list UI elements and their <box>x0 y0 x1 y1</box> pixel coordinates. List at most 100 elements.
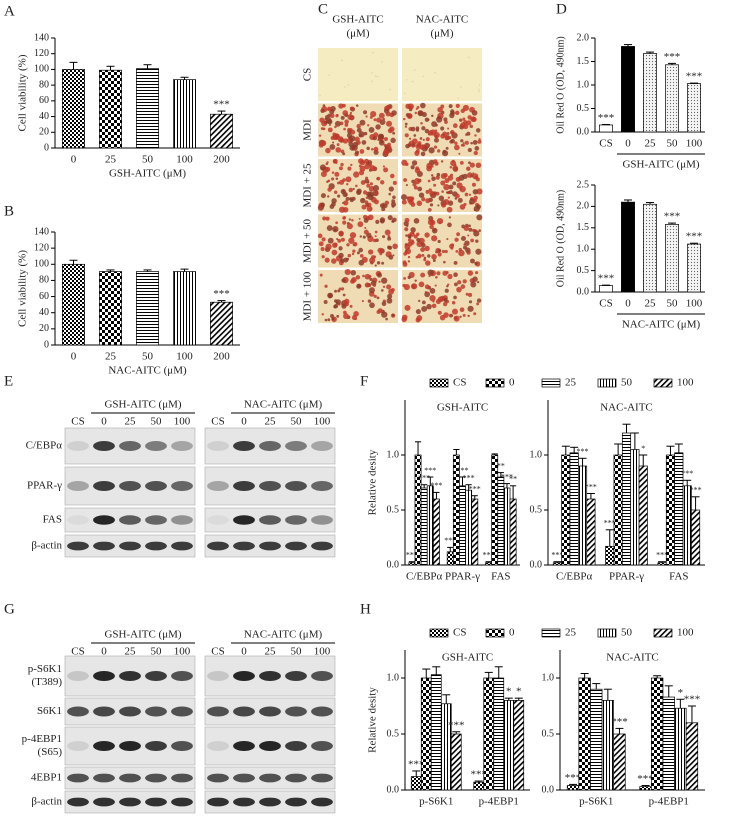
legend-swatch <box>653 378 673 388</box>
lipid-droplet <box>403 276 407 280</box>
blot-band <box>119 481 141 491</box>
lipid-droplet <box>382 235 386 239</box>
y-tick-label: 0.5 <box>577 103 590 114</box>
lipid-droplet <box>433 145 438 149</box>
lipid-droplet <box>338 252 344 259</box>
lipid-droplet <box>474 271 479 275</box>
lipid-droplet <box>363 110 368 115</box>
lipid-droplet <box>361 140 367 145</box>
lipid-droplet <box>444 120 448 124</box>
bar <box>665 454 675 566</box>
lipid-droplet <box>389 88 391 91</box>
x-tick-label: 25 <box>645 298 657 310</box>
blot-band <box>259 541 281 551</box>
significance: *** <box>684 694 701 706</box>
y-tick-label: 2.5 <box>577 179 590 190</box>
lipid-droplet <box>413 185 418 190</box>
lipid-droplet <box>440 126 445 131</box>
lipid-droplet <box>373 294 377 298</box>
lane-label: 25 <box>265 416 277 428</box>
lipid-droplet <box>404 227 409 232</box>
lipid-droplet <box>410 165 415 170</box>
row-label: PPAR-γ <box>27 480 62 492</box>
significance: *** <box>664 51 681 63</box>
y-tick-label: 1.5 <box>577 56 590 67</box>
lipid-droplet <box>342 220 347 225</box>
blot-band <box>285 481 307 491</box>
lipid-droplet <box>333 242 338 247</box>
lipid-droplet <box>382 285 386 288</box>
blot-band <box>207 741 229 751</box>
y-tick-label: 0 <box>44 339 49 350</box>
lipid-droplet <box>437 149 441 153</box>
y-tick-label: 0.5 <box>387 504 400 515</box>
lipid-droplet <box>420 272 426 278</box>
lipid-droplet <box>365 115 368 118</box>
significance: *** <box>681 469 693 478</box>
lipid-droplet <box>437 204 440 207</box>
legend-swatch <box>485 628 505 638</box>
blot-band <box>67 441 89 451</box>
lipid-droplet <box>410 227 416 233</box>
lipid-droplet <box>359 165 366 172</box>
y-tick-label: 0.5 <box>542 728 555 739</box>
x-tick-label: 100 <box>176 351 193 363</box>
lipid-droplet <box>368 249 374 255</box>
lipid-droplet <box>386 144 392 151</box>
lipid-droplet <box>456 286 462 293</box>
lipid-droplet <box>327 195 330 198</box>
significance: *** <box>463 474 475 483</box>
lipid-droplet <box>411 179 415 184</box>
lipid-droplet <box>437 239 441 244</box>
x-tick-label: 25 <box>105 351 117 363</box>
lipid-droplet <box>340 287 345 291</box>
lipid-droplet <box>361 204 367 210</box>
lipid-droplet <box>436 217 444 225</box>
lipid-droplet <box>320 202 325 208</box>
lipid-droplet <box>414 178 421 185</box>
blot-band <box>233 797 255 807</box>
bar <box>685 722 699 791</box>
lipid-droplet <box>478 90 480 93</box>
lipid-droplet <box>444 249 448 254</box>
blot-band <box>207 541 229 551</box>
lipid-droplet <box>425 198 431 204</box>
lipid-droplet <box>371 72 373 74</box>
lane-label: 50 <box>151 646 163 658</box>
lipid-droplet <box>448 190 453 195</box>
lipid-droplet <box>407 275 411 280</box>
y-tick-label: 0.0 <box>530 559 543 570</box>
y-tick-label: 40 <box>39 307 49 318</box>
lipid-droplet <box>435 175 440 180</box>
lipid-droplet <box>468 227 473 232</box>
lipid-droplet <box>326 225 333 232</box>
significance: *** <box>551 551 563 560</box>
lipid-droplet <box>425 260 431 266</box>
lipid-droplet <box>350 269 357 276</box>
blot-band <box>171 797 193 807</box>
lipid-droplet <box>389 126 395 132</box>
lipid-droplet <box>429 288 436 294</box>
blot-band <box>311 481 333 491</box>
lipid-droplet <box>472 172 475 175</box>
lipid-droplet <box>404 243 411 250</box>
blot-band <box>259 797 281 807</box>
lipid-droplet <box>369 277 373 282</box>
lipid-droplet <box>413 134 417 137</box>
lipid-droplet <box>355 150 359 155</box>
lipid-droplet <box>343 127 346 131</box>
lipid-droplet <box>414 167 421 174</box>
lipid-droplet <box>431 303 437 309</box>
lipid-droplet <box>474 175 478 180</box>
lipid-droplet <box>325 243 332 250</box>
blot-band <box>207 441 229 451</box>
x-tick-label: 100 <box>686 298 703 310</box>
bar <box>638 465 648 566</box>
lipid-droplet <box>319 94 321 96</box>
lipid-droplet <box>445 191 449 194</box>
legend-swatch <box>541 628 561 638</box>
x-tick-label: 50 <box>667 298 679 310</box>
y-axis-label: Relative desity <box>367 449 379 515</box>
lipid-droplet <box>409 196 415 201</box>
lipid-droplet <box>415 317 421 323</box>
